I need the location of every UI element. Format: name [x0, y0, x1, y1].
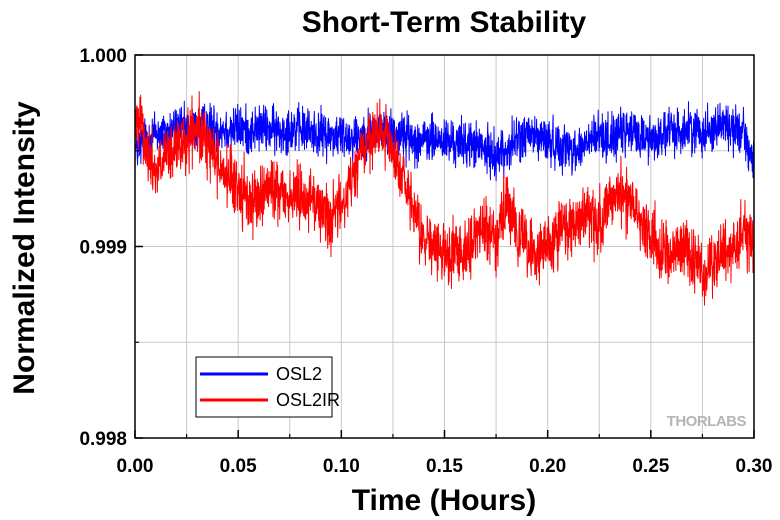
legend-box	[195, 356, 333, 418]
thorlabs-watermark: THORLABS	[667, 413, 747, 430]
y-tick-label: 1.000	[79, 46, 127, 67]
x-tick-label: 0.30	[736, 456, 773, 477]
series-line-osl2	[134, 100, 755, 182]
legend-label-osl2ir: OSL2IR	[276, 390, 340, 410]
x-tick-label: 0.20	[529, 456, 566, 477]
x-tick-label: 0.15	[426, 456, 463, 477]
x-tick-label: 0.10	[323, 456, 360, 477]
tick-label-layer: 0.00 0.05 0.10 0.15 0.20 0.25 0.30 0.998 0.999 1.…	[79, 46, 772, 477]
x-tick-label: 0.25	[632, 456, 669, 477]
series-layer	[134, 91, 755, 306]
axes-layer	[134, 54, 755, 439]
series-line-osl2ir	[134, 91, 755, 306]
y-tick-label: 0.998	[79, 429, 127, 450]
y-tick-label: 0.999	[79, 238, 127, 259]
y-axis-label: Normalized Intensity	[8, 101, 41, 395]
x-axis-label: Time (Hours)	[352, 484, 536, 517]
x-tick-label: 0.00	[117, 456, 154, 477]
x-tick-label: 0.05	[220, 456, 257, 477]
legend: OSL2 OSL2IR	[195, 356, 340, 418]
legend-label-osl2: OSL2	[276, 364, 322, 384]
chart-title: Short-Term Stability	[302, 6, 587, 39]
